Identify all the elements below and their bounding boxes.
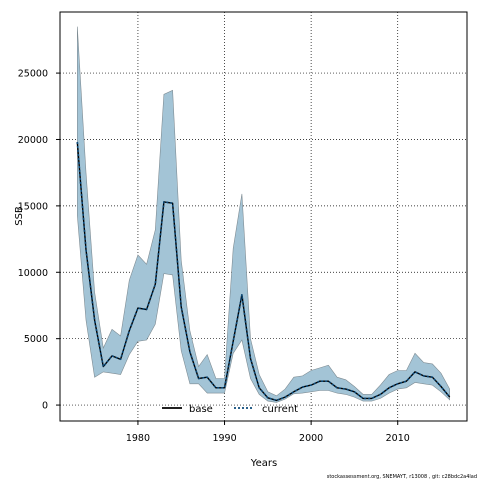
y-tick-label-20000: 20000 bbox=[18, 135, 48, 146]
plot-frame bbox=[59, 11, 468, 422]
x-axis-label: Years bbox=[250, 458, 277, 469]
confidence-band-layer bbox=[77, 26, 450, 403]
series-line-current bbox=[76, 142, 451, 402]
grid-layer bbox=[60, 12, 467, 421]
legend-current-label: current bbox=[262, 404, 298, 415]
y-axis-label: SSB bbox=[14, 206, 25, 226]
x-tick-label-2000: 2000 bbox=[299, 433, 323, 444]
y-tick-label-10000: 10000 bbox=[18, 268, 48, 279]
legend: base current bbox=[162, 404, 298, 415]
x-tick-label-1980: 1980 bbox=[126, 433, 150, 444]
y-tick-label-0: 0 bbox=[42, 401, 48, 412]
confidence-band bbox=[77, 26, 450, 403]
x-axis-ticks: 1980 1990 2000 2010 bbox=[126, 421, 410, 444]
series-layer bbox=[76, 142, 451, 402]
legend-base-label: base bbox=[189, 404, 213, 415]
x-tick-label-2010: 2010 bbox=[386, 433, 410, 444]
y-axis-ticks: 0 5000 10000 15000 20000 25000 bbox=[18, 69, 60, 412]
y-tick-label-25000: 25000 bbox=[18, 69, 48, 80]
footer-credit: stockassessment.org, SNEMAYT, r13008 , g… bbox=[327, 474, 477, 480]
y-tick-label-15000: 15000 bbox=[18, 201, 48, 212]
y-tick-label-5000: 5000 bbox=[24, 334, 48, 345]
x-tick-label-1990: 1990 bbox=[212, 433, 236, 444]
